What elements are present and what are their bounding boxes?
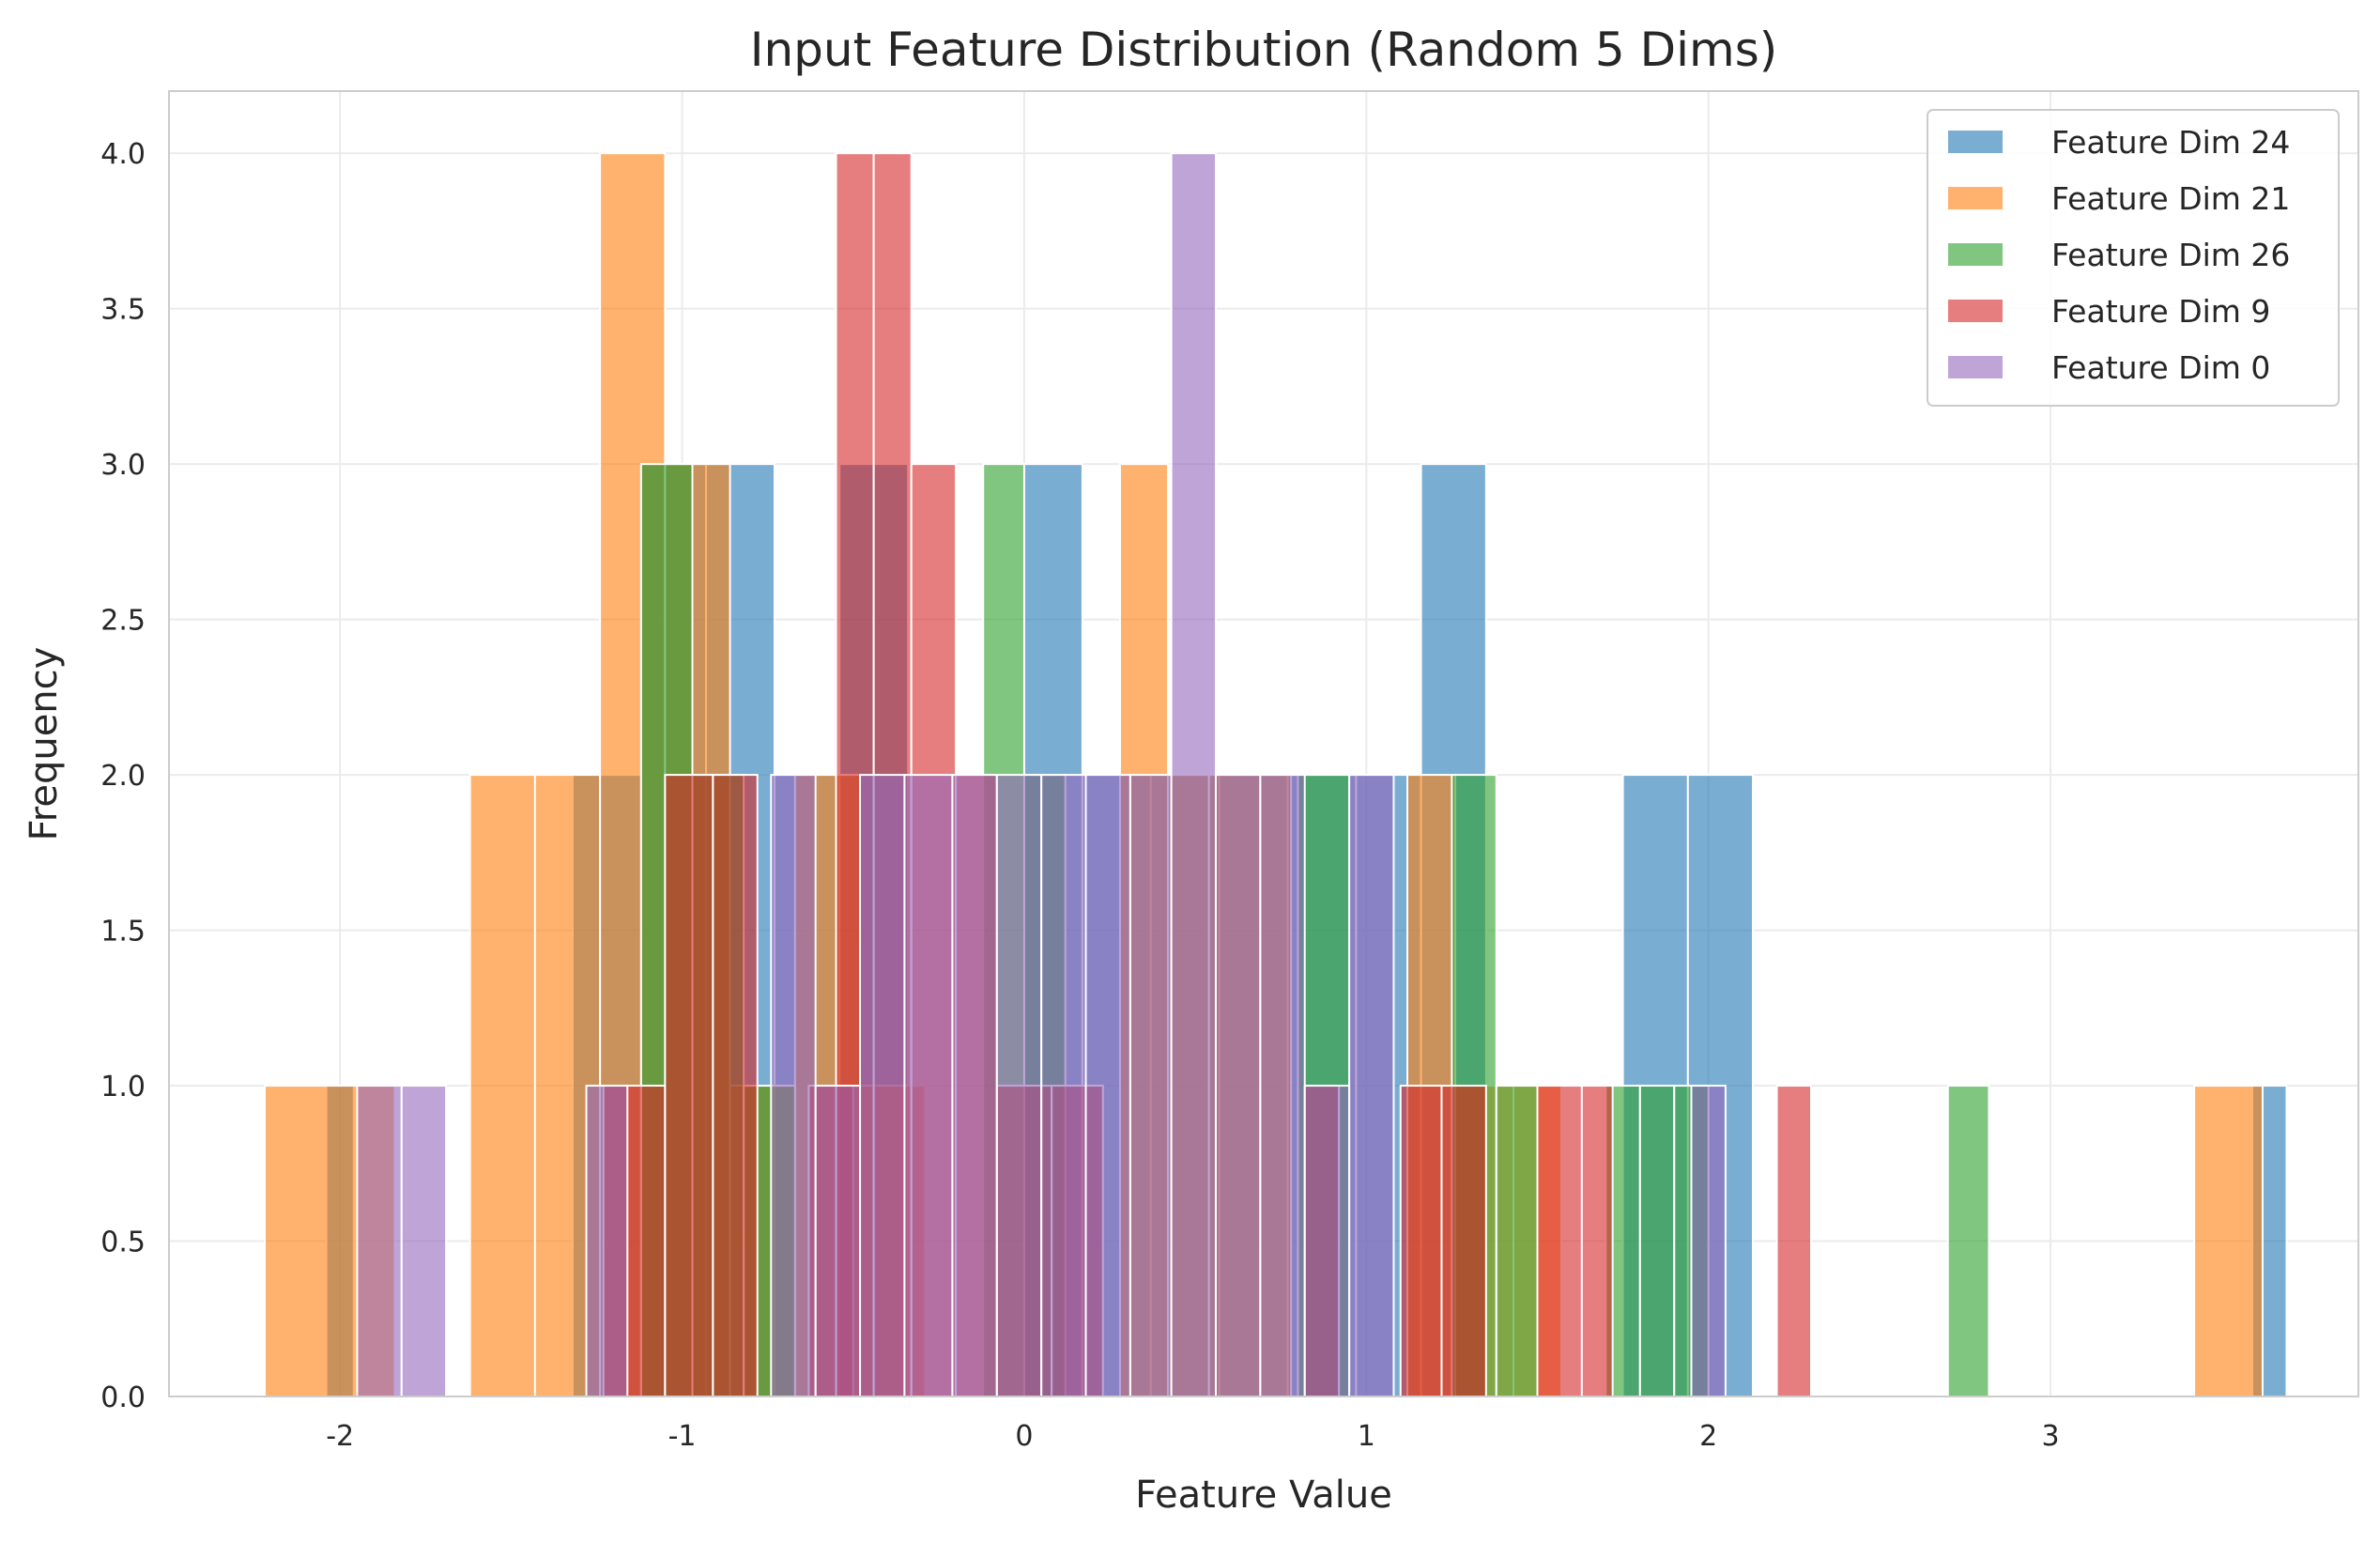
bar-3-11 xyxy=(1399,1085,1443,1397)
y-tick-label: 3.0 xyxy=(100,449,146,482)
legend-box xyxy=(1927,109,2340,407)
bar-4-7 xyxy=(951,774,998,1397)
bar-4-16 xyxy=(1348,774,1395,1397)
bar-4-3 xyxy=(770,774,817,1397)
bar-1-1 xyxy=(468,774,536,1397)
chart-title: Input Feature Distribution (Random 5 Dim… xyxy=(750,23,1778,77)
y-tick-label: 4.0 xyxy=(100,138,146,171)
legend-label-1: Feature Dim 21 xyxy=(2051,180,2290,217)
bar-3-15 xyxy=(1775,1085,1812,1397)
series-4 xyxy=(356,152,1727,1398)
x-tick-label: -1 xyxy=(668,1420,697,1453)
bar-4-10 xyxy=(1084,774,1131,1397)
bar-4-2 xyxy=(585,1085,629,1397)
bar-3-12 xyxy=(1440,1085,1487,1397)
bar-3-14 xyxy=(1580,1085,1614,1397)
y-tick-label: 1.0 xyxy=(100,1071,146,1103)
bar-3-1 xyxy=(664,774,714,1397)
legend-swatch-1 xyxy=(1948,187,2003,209)
y-tick-label: 2.5 xyxy=(100,605,146,638)
y-tick-label: 2.0 xyxy=(100,760,146,793)
y-tick-label: 1.5 xyxy=(100,916,146,949)
bar-4-0 xyxy=(356,1085,403,1397)
y-tick-label: 3.5 xyxy=(100,294,146,327)
legend: Feature Dim 24 Feature Dim 21 Feature Dim … xyxy=(1927,109,2340,407)
bar-4-6 xyxy=(903,774,954,1397)
x-axis-label: Feature Value xyxy=(1135,1474,1392,1517)
bar-4-5 xyxy=(859,774,906,1397)
y-axis-label: Frequency xyxy=(23,647,66,841)
bar-4-14 xyxy=(1259,774,1306,1397)
bar-4-11 xyxy=(1129,774,1173,1397)
bar-4-15 xyxy=(1303,1085,1351,1397)
legend-label-2: Feature Dim 26 xyxy=(2051,237,2290,273)
bar-4-13 xyxy=(1214,774,1262,1397)
x-tick-label: -2 xyxy=(326,1420,354,1453)
bar-3-2 xyxy=(712,774,759,1397)
x-tick-label: 0 xyxy=(1015,1420,1033,1453)
y-tick-label: 0.0 xyxy=(100,1381,146,1414)
bar-2-7 xyxy=(1495,1085,1539,1397)
x-tick-label: 1 xyxy=(1358,1420,1375,1453)
legend-label-4: Feature Dim 0 xyxy=(2051,349,2270,386)
x-tick-label: 2 xyxy=(1699,1420,1717,1453)
legend-swatch-4 xyxy=(1948,356,2003,378)
legend-swatch-2 xyxy=(1948,243,2003,266)
legend-label-3: Feature Dim 9 xyxy=(2051,293,2270,330)
bar-4-1 xyxy=(400,1085,448,1397)
x-tick-label: 3 xyxy=(2042,1420,2060,1453)
bar-3-13 xyxy=(1536,1085,1583,1397)
bar-4-12 xyxy=(1170,152,1217,1398)
legend-swatch-3 xyxy=(1948,300,2003,322)
bar-4-8 xyxy=(995,774,1043,1397)
legend-label-0: Feature Dim 24 xyxy=(2051,124,2290,161)
bar-2-11 xyxy=(1946,1085,1990,1397)
plot-frame xyxy=(168,90,2359,1397)
y-tick-label: 0.5 xyxy=(100,1227,146,1259)
bar-4-17 xyxy=(1690,1085,1727,1397)
y-tick-labels: 0.0 0.5 1.0 1.5 2.0 2.5 3.0 3.5 4.0 xyxy=(100,138,146,1414)
bar-4-9 xyxy=(1040,774,1087,1397)
bar-4-4 xyxy=(814,1085,862,1397)
bar-1-14 xyxy=(2193,1085,2264,1397)
x-tick-labels: -2 -1 0 1 2 3 xyxy=(326,1420,2059,1453)
bar-2-9 xyxy=(1638,1085,1676,1397)
legend-swatch-0 xyxy=(1948,131,2003,153)
